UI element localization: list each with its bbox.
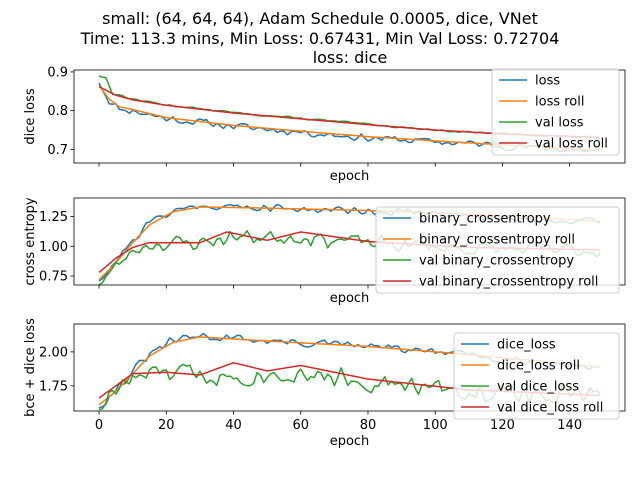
subplot-2: 0.75 1.00 1.25 epoch cross entropy binary_cro… <box>23 197 626 306</box>
legend-label: val loss <box>535 116 584 131</box>
subplot-3: 1.75 2.00 0 20 40 60 80 100 120 140 epoch bce + dic… <box>23 318 626 449</box>
legend-label: loss <box>535 74 560 89</box>
legend-label: dice_loss <box>497 338 556 353</box>
legend: binary_crossentropy binary_crossentropy r… <box>375 206 620 294</box>
legend-label: binary_crossentropy roll <box>419 233 575 248</box>
axes-frame <box>73 197 626 286</box>
y-tick-label: 1.75 <box>39 379 68 394</box>
axes-frame <box>73 69 626 164</box>
legend: dice_loss dice_loss roll val dice_lossval … <box>453 332 620 420</box>
legend-label: val dice_loss <box>497 380 579 395</box>
x-tick-label: 20 <box>158 418 175 433</box>
x-tick-label: 100 <box>423 418 448 433</box>
x-tick-label: 80 <box>360 418 377 433</box>
legend-box <box>375 206 620 294</box>
y-tick-label: 0.8 <box>47 104 68 119</box>
legend-label: val dice_loss roll <box>497 401 603 416</box>
axes-frame <box>73 323 626 412</box>
y-axis-label: cross entropy <box>23 197 38 285</box>
x-axis-label: epoch <box>330 434 370 449</box>
y-tick-label: 0.9 <box>47 65 68 80</box>
x-tick-label: 120 <box>490 418 515 433</box>
subplot-panels: 0.7 0.8 0.9 epoch dice loss loss loss roll val … <box>23 65 626 449</box>
subplot-1: 0.7 0.8 0.9 epoch dice loss loss loss roll val … <box>23 65 626 184</box>
x-tick-label: 0 <box>95 418 103 433</box>
x-axis-label: epoch <box>330 291 370 306</box>
legend-label: val loss roll <box>535 137 608 152</box>
legend-label: val binary_crossentropy <box>419 254 574 269</box>
legend-box <box>453 332 620 420</box>
legend-label: dice_loss roll <box>497 359 580 374</box>
y-axis-label: bce + dice loss <box>23 318 38 417</box>
legend: loss loss roll val loss val loss roll <box>491 68 620 156</box>
legend-label: val binary_crossentropy roll <box>419 275 598 290</box>
legend-box <box>491 68 620 156</box>
legend-label: binary_crossentropy <box>419 212 551 227</box>
x-axis-label: epoch <box>330 169 370 184</box>
x-tick-label: 60 <box>292 418 309 433</box>
y-axis-label: dice loss <box>23 88 38 144</box>
y-tick-label: 0.75 <box>39 270 68 285</box>
x-tick-label: 40 <box>225 418 242 433</box>
title-line-3: loss: dice <box>313 48 388 67</box>
title-line-1: small: (64, 64, 64), Adam Schedule 0.000… <box>102 9 538 28</box>
y-tick-label: 0.7 <box>47 143 68 158</box>
legend-label: loss roll <box>535 95 584 110</box>
x-tick-label: 140 <box>557 418 582 433</box>
y-tick-label: 1.25 <box>39 210 68 225</box>
y-tick-label: 1.00 <box>39 240 68 255</box>
title-line-2: Time: 113.3 mins, Min Loss: 0.67431, Min… <box>80 29 560 48</box>
y-tick-label: 2.00 <box>39 345 68 360</box>
